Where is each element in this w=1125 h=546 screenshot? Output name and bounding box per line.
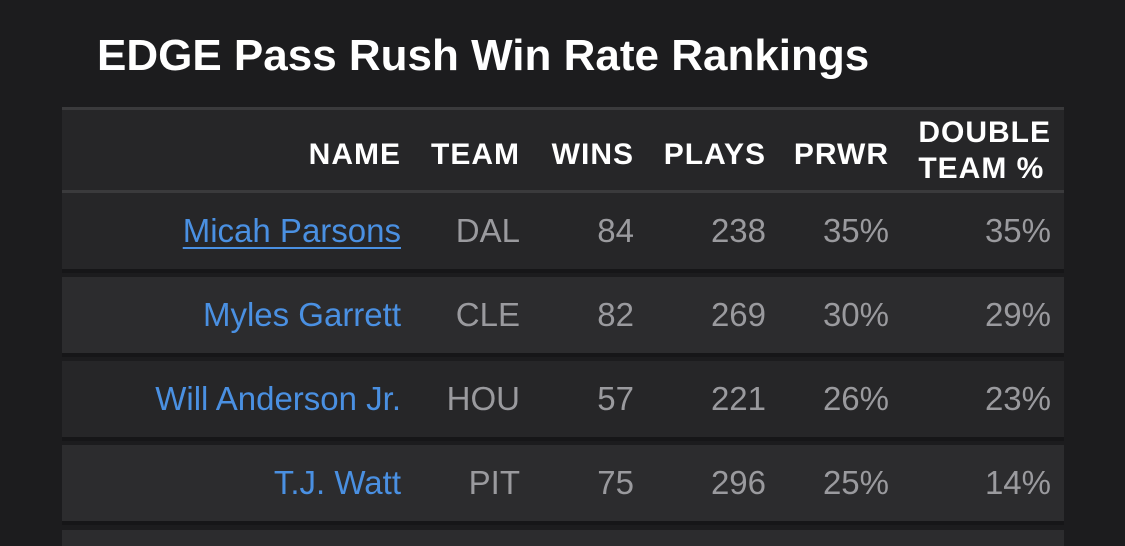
- player-name-link[interactable]: T.J. Watt: [273, 464, 401, 501]
- double-team-cell: 29%: [984, 296, 1051, 333]
- plays-cell: 238: [710, 212, 766, 249]
- prwr-cell: 25%: [822, 464, 889, 501]
- player-name-link[interactable]: Will Anderson Jr.: [155, 380, 401, 417]
- table-row: T.J. Watt PIT 75 296 25% 14%: [62, 445, 1064, 525]
- column-header-plays[interactable]: PLAYS: [663, 138, 766, 171]
- table-row: Myles Garrett CLE 82 269 30% 29%: [62, 277, 1064, 357]
- table-row: Micah Parsons DAL 84 238 35% 35%: [62, 193, 1064, 273]
- column-header-prwr[interactable]: PRWR: [793, 138, 889, 171]
- wins-cell: 82: [597, 296, 634, 333]
- wins-cell: 75: [597, 464, 634, 501]
- prwr-cell: 26%: [822, 380, 889, 417]
- column-header-team[interactable]: TEAM: [431, 138, 520, 171]
- wins-cell: 84: [597, 212, 634, 249]
- table-row: Will Anderson Jr. HOU 57 221 26% 23%: [62, 361, 1064, 441]
- column-header-double-team-line2: TEAM %: [918, 152, 1045, 185]
- team-cell: CLE: [455, 296, 520, 333]
- double-team-cell: 23%: [984, 380, 1051, 417]
- player-name-link[interactable]: Micah Parsons: [182, 212, 401, 249]
- rankings-table: NAME TEAM WINS PLAYS PRWR DOUBLE TEAM % …: [62, 107, 1064, 546]
- plays-cell: 296: [710, 464, 766, 501]
- column-header-double-team[interactable]: DOUBLE TEAM %: [918, 115, 1051, 187]
- column-header-wins[interactable]: WINS: [551, 138, 634, 171]
- team-cell: PIT: [468, 464, 520, 501]
- prwr-cell: 35%: [822, 212, 889, 249]
- plays-cell: 221: [710, 380, 766, 417]
- team-cell: HOU: [446, 380, 520, 417]
- double-team-cell: 14%: [984, 464, 1051, 501]
- table-row-partial: [62, 530, 1064, 546]
- column-header-double-team-line1: DOUBLE: [918, 116, 1051, 149]
- column-header-name[interactable]: NAME: [308, 138, 401, 171]
- wins-cell: 57: [597, 380, 634, 417]
- prwr-cell: 30%: [822, 296, 889, 333]
- table-header: NAME TEAM WINS PLAYS PRWR DOUBLE TEAM %: [62, 107, 1064, 193]
- page-title: EDGE Pass Rush Win Rate Rankings: [97, 31, 870, 80]
- player-name-link[interactable]: Myles Garrett: [202, 296, 401, 333]
- double-team-cell: 35%: [984, 212, 1051, 249]
- team-cell: DAL: [455, 212, 520, 249]
- plays-cell: 269: [710, 296, 766, 333]
